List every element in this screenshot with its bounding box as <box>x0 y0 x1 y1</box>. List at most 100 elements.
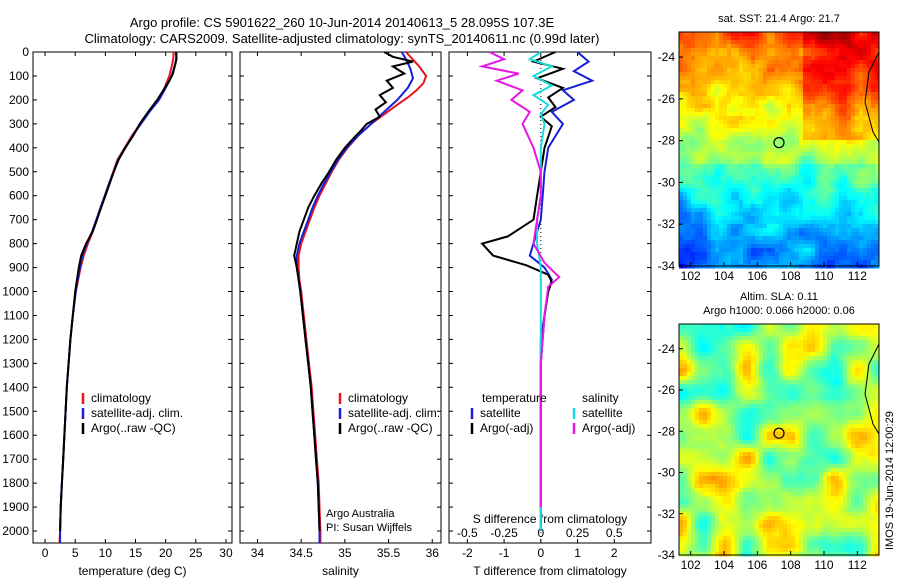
heatmap-cell <box>827 136 832 141</box>
heatmap-cell <box>827 412 832 417</box>
heatmap-cell <box>735 184 740 189</box>
heatmap-cell <box>755 256 760 261</box>
heatmap-cell <box>791 400 796 405</box>
heatmap-cell <box>811 136 816 141</box>
heatmap-cell <box>835 364 840 369</box>
heatmap-cell <box>843 340 848 345</box>
heatmap-cell <box>851 372 856 377</box>
heatmap-cell <box>863 180 868 185</box>
heatmap-cell <box>711 196 716 201</box>
heatmap-cell <box>759 40 764 45</box>
heatmap-cell <box>767 140 772 145</box>
heatmap-cell <box>711 56 716 61</box>
heatmap-cell <box>771 260 776 265</box>
heatmap-cell <box>827 232 832 237</box>
heatmap-cell <box>735 120 740 125</box>
heatmap-cell <box>847 368 852 373</box>
heatmap-cell <box>867 64 872 69</box>
heatmap-cell <box>851 252 856 257</box>
heatmap-cell <box>875 156 880 161</box>
heatmap-cell <box>843 48 848 53</box>
heatmap-cell <box>731 412 736 417</box>
heatmap-cell <box>767 48 772 53</box>
heatmap-cell <box>815 260 820 265</box>
heatmap-cell <box>787 80 792 85</box>
heatmap-cell <box>819 140 824 145</box>
heatmap-cell <box>695 144 700 149</box>
heatmap-cell <box>807 384 812 389</box>
heatmap-cell <box>855 156 860 161</box>
heatmap-cell <box>751 32 756 37</box>
heatmap-cell <box>719 464 724 469</box>
heatmap-cell <box>735 88 740 93</box>
heatmap-cell <box>739 176 744 181</box>
heatmap-cell <box>875 212 880 217</box>
heatmap-cell <box>679 124 684 129</box>
heatmap-cell <box>711 364 716 369</box>
heatmap-cell <box>743 244 748 249</box>
heatmap-cell <box>723 424 728 429</box>
heatmap-cell <box>791 196 796 201</box>
heatmap-cell <box>699 176 704 181</box>
heatmap-cell <box>767 148 772 153</box>
heatmap-cell <box>863 352 868 357</box>
heatmap-cell <box>711 92 716 97</box>
heatmap-cell <box>731 80 736 85</box>
heatmap-cell <box>747 452 752 457</box>
heatmap-cell <box>763 248 768 253</box>
heatmap-cell <box>839 32 844 37</box>
heatmap-cell <box>687 368 692 373</box>
heatmap-cell <box>815 200 820 205</box>
heatmap-cell <box>751 448 756 453</box>
heatmap-cell <box>867 152 872 157</box>
salinity-xlabel: salinity <box>322 564 359 578</box>
heatmap-cell <box>759 452 764 457</box>
heatmap-cell <box>791 104 796 109</box>
heatmap-cell <box>727 80 732 85</box>
heatmap-cell <box>759 224 764 229</box>
heatmap-cell <box>867 48 872 53</box>
heatmap-cell <box>739 360 744 365</box>
heatmap-cell <box>743 188 748 193</box>
heatmap-cell <box>839 128 844 133</box>
heatmap-cell <box>763 64 768 69</box>
heatmap-cell <box>711 248 716 253</box>
heatmap-cell <box>755 128 760 133</box>
heatmap-cell <box>695 104 700 109</box>
heatmap-cell <box>863 420 868 425</box>
heatmap-cell <box>875 424 880 429</box>
heatmap-cell <box>875 92 880 97</box>
heatmap-cell <box>679 364 684 369</box>
heatmap-cell <box>847 76 852 81</box>
heatmap-cell <box>755 164 760 169</box>
heatmap-cell <box>703 116 708 121</box>
heatmap-cell <box>747 228 752 233</box>
heatmap-cell <box>847 260 852 265</box>
heatmap-cell <box>795 36 800 41</box>
heatmap-cell <box>687 332 692 337</box>
heatmap-cell <box>803 192 808 197</box>
heatmap-cell <box>715 88 720 93</box>
heatmap-cell <box>771 212 776 217</box>
heatmap-cell <box>875 360 880 365</box>
heatmap-cell <box>691 392 696 397</box>
heatmap-cell <box>703 244 708 249</box>
heatmap-cell <box>871 456 876 461</box>
heatmap-cell <box>807 80 812 85</box>
heatmap-cell <box>759 120 764 125</box>
heatmap-cell <box>843 200 848 205</box>
heatmap-cell <box>759 256 764 261</box>
heatmap-cell <box>715 116 720 121</box>
heatmap-cell <box>839 192 844 197</box>
heatmap-cell <box>723 140 728 145</box>
heatmap-cell <box>835 92 840 97</box>
heatmap-cell <box>719 236 724 241</box>
heatmap-cell <box>795 356 800 361</box>
heatmap-cell <box>755 372 760 377</box>
heatmap-cell <box>799 196 804 201</box>
heatmap-cell <box>811 404 816 409</box>
heatmap-cell <box>759 228 764 233</box>
x-tick-label: 106 <box>747 269 767 283</box>
heatmap-cell <box>679 384 684 389</box>
heatmap-cell <box>827 44 832 49</box>
